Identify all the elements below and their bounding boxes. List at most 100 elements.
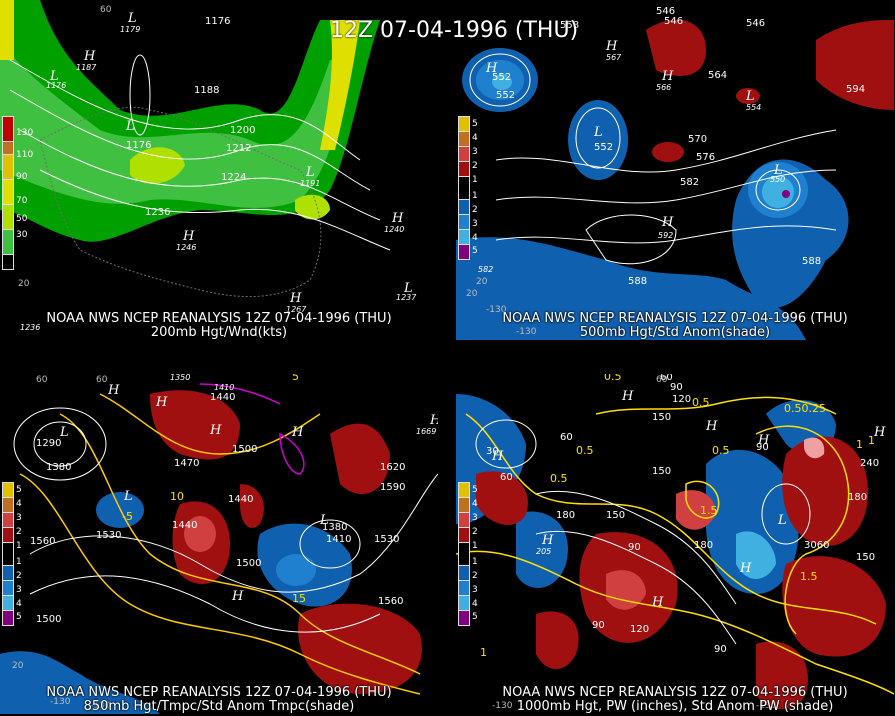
panel-500mb-height-anomaly: 558 546 552 546 564 546 552 567 566 554 … [456,0,894,340]
contour-label: 1 [480,646,487,659]
contour-label: 1350 [170,374,190,382]
panel-200mb-height-wind: 1176 1179 1187 1176 1188 1176 1200 1212 … [0,0,438,340]
anomaly-positive-north [646,19,706,76]
anomaly-positive-nw [476,471,528,525]
contour-label: 1470 [174,458,199,469]
panel-caption-source: NOAA NWS NCEP REANALYSIS 12Z 07-04-1996 … [502,685,848,700]
contour-label: 546 [746,18,765,29]
contour-label: 205 [536,547,551,556]
legend-swatch [2,610,14,626]
legend-label: 1 [472,191,478,201]
contour-570 [495,129,837,173]
contour-label: 552 [594,142,613,153]
height-contour-low-e [299,519,361,569]
high-pressure-mark: H [661,215,674,230]
contour-label: 180 [848,492,867,503]
contour-label: 582 [680,177,699,188]
legend-label: 2 [16,527,22,537]
contour-label: 1246 [176,243,196,252]
low-pressure-mark: L [125,119,135,134]
high-pressure-mark: H [291,425,304,440]
legend-label: 4 [472,133,478,143]
legend-label: 70 [16,196,28,206]
contour-label: 150 [652,466,671,477]
anomaly-positive-small [240,484,264,528]
high-pressure-mark: H [739,561,752,576]
high-pressure-mark: H [429,413,438,428]
anomaly-negative-w [516,511,568,588]
legend-swatch [2,204,14,229]
contour-label: 1176 [46,81,66,90]
high-pressure-mark: H [209,423,222,438]
contour-label: 570 [688,134,707,145]
legend-swatch [458,161,470,176]
height-contour-1530 [29,575,381,633]
legend-label: 2 [472,161,478,171]
contour-1236 [39,169,391,251]
high-pressure-mark: H [757,433,770,448]
legend-label: 3 [472,147,478,157]
contour-label: 1.5 [800,570,818,583]
contour-label: 1500 [236,558,261,569]
contour-label: 90 [628,542,641,553]
legend-swatch [458,512,470,527]
contour-label: 546 [656,6,675,17]
contour-1224 [19,129,381,221]
low-pressure-mark: L [49,69,59,84]
contour-label: 180 [556,510,575,521]
contour-label: -130 [486,305,507,315]
high-pressure-mark: H [651,595,664,610]
legend-label: 5 [16,612,22,622]
anomaly-positive-mid [652,142,684,162]
contour-label: -5 [122,510,133,523]
contour-label: 20 [476,277,488,287]
axis-label: 60 [96,375,108,385]
contour-label: 1440 [172,520,197,531]
contour-label: 1240 [384,225,404,234]
legend-swatch [458,565,470,580]
contour-label: 1179 [120,25,140,34]
high-pressure-mark: H [541,533,554,548]
contour-label: 566 [656,83,671,92]
legend-label: 1 [472,175,478,185]
legend-swatch [2,527,14,542]
contour-582 [495,225,837,244]
anomaly-negative-east-3 [762,176,794,208]
contour-label: 1176 [126,140,151,151]
high-pressure-mark: H [661,69,674,84]
contour-1212 [9,89,371,191]
contour-label: 1176 [205,16,230,27]
contour-label: 150 [652,412,671,423]
legend-swatch [2,179,14,204]
contour-label: 0.5 [712,444,730,457]
axis-label: -130 [516,327,537,337]
legend-std-anomaly [458,482,470,626]
contour-low-center [129,54,151,136]
anomaly-negative-east [706,449,799,594]
legend-label: 4 [16,499,22,509]
legend-swatch [2,542,14,565]
panel-caption-source: NOAA NWS NCEP REANALYSIS 12Z 07-04-1996 … [502,311,848,326]
contour-label: 90 [714,644,727,655]
contour-label: 552 [496,90,515,101]
contour-label: -130 [492,701,513,711]
contour-label: 552 [492,72,511,83]
contour-label: 90 [592,620,605,631]
legend-label: 1 [16,557,22,567]
legend-swatch [458,580,470,595]
legend-swatch [2,482,14,497]
contour-label: 1410 [326,534,351,545]
anomaly-positive-north [150,390,240,460]
low-pressure-mark: L [319,513,329,528]
contour-1200 [9,59,361,161]
axis-label: 20 [466,289,478,299]
legend-label: 4 [472,599,478,609]
contour-label: 1.5 [700,504,718,517]
panel-caption-source: NOAA NWS NCEP REANALYSIS 12Z 07-04-1996 … [46,311,392,326]
anomaly-negative-sw [0,651,160,714]
map-850mb: 1350 1410 1440 1290 1380 1470 1500 1620 … [0,374,438,714]
low-pressure-mark: L [127,11,137,26]
contour-576 [495,169,837,204]
contour-label: 1410 [214,383,234,392]
contour-label: 1380 [46,462,71,473]
